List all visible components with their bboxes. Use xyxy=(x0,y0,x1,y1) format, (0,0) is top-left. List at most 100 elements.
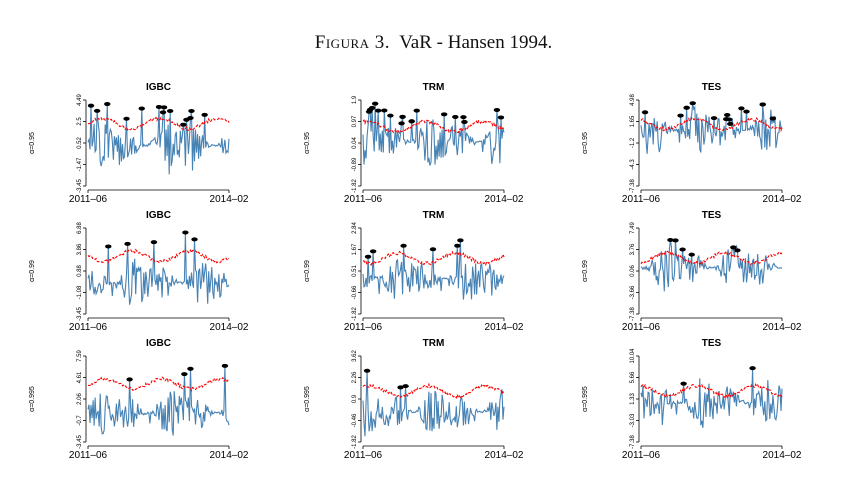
exceedance-marker xyxy=(769,116,777,121)
panel-title: TES xyxy=(702,82,722,93)
returns-series xyxy=(87,365,230,436)
y-tick-label: 1.65 xyxy=(630,115,636,127)
y-tick-label: 2.84 xyxy=(352,222,358,234)
var-series xyxy=(362,118,505,135)
returns-series xyxy=(640,368,783,428)
figure-title-text: VaR - Hansen 1994. xyxy=(399,32,553,53)
y-axis-label: α=0.95 xyxy=(304,132,311,154)
exceedance-marker xyxy=(124,241,131,246)
exceedance-marker xyxy=(743,109,750,114)
var-series xyxy=(87,248,230,264)
x-tick-label: 2011–06 xyxy=(622,322,661,333)
x-tick-label: 2011–06 xyxy=(344,450,383,461)
y-tick-label: -7.38 xyxy=(630,307,636,321)
exceedance-marker xyxy=(398,121,405,126)
exceedance-marker xyxy=(683,105,690,110)
y-tick-label: 1.67 xyxy=(352,243,358,255)
x-tick-label: 2014–02 xyxy=(210,450,249,461)
x-tick-label: 2011–06 xyxy=(622,194,661,205)
exceedance-marker xyxy=(452,114,459,119)
y-tick-label: -1.82 xyxy=(352,307,358,321)
panel-title: TES xyxy=(702,338,722,349)
exceedance-marker xyxy=(497,115,505,120)
y-tick-label: 7.59 xyxy=(77,350,83,362)
y-tick-label: 0.06 xyxy=(630,265,636,277)
exceedance-marker xyxy=(440,112,448,117)
var-series xyxy=(640,383,783,399)
y-axis-label: α=0.99 xyxy=(304,260,311,282)
y-tick-label: -1.82 xyxy=(352,435,358,449)
x-tick-label: 2014–02 xyxy=(485,450,524,461)
x-tick-label: 2014–02 xyxy=(210,322,249,333)
exceedance-marker xyxy=(724,113,731,118)
y-tick-label: 0.51 xyxy=(352,265,358,277)
exceedance-marker xyxy=(150,240,158,245)
exceedance-marker xyxy=(166,109,174,114)
exceedance-marker xyxy=(454,243,461,248)
exceedance-marker xyxy=(126,377,133,382)
exceedance-marker xyxy=(87,103,95,108)
x-tick-label: 2011–06 xyxy=(69,194,108,205)
returns-series xyxy=(640,239,783,292)
exceedance-marker xyxy=(641,110,649,115)
y-axis-label: α=0.995 xyxy=(582,386,589,412)
exceedance-marker xyxy=(413,108,420,113)
panel-title: TRM xyxy=(423,338,445,349)
y-tick-label: -3.66 xyxy=(630,285,636,299)
y-tick-label: -7.38 xyxy=(630,435,636,449)
exceedance-marker xyxy=(400,243,407,248)
exceedance-marker xyxy=(667,238,674,243)
exceedance-marker xyxy=(371,101,379,106)
y-tick-label: -7.38 xyxy=(630,179,636,193)
y-tick-label: -3.45 xyxy=(77,435,83,449)
var-series xyxy=(640,116,783,133)
exceedance-marker xyxy=(187,366,194,371)
exceedance-marker xyxy=(397,385,404,390)
y-tick-label: -0.66 xyxy=(352,285,358,299)
x-tick-label: 2014–02 xyxy=(210,194,249,205)
exceedance-marker xyxy=(672,238,679,243)
x-tick-label: 2011–06 xyxy=(344,322,383,333)
exceedance-marker xyxy=(366,107,374,112)
y-tick-label: -4.3 xyxy=(630,159,636,170)
y-tick-label: 3.86 xyxy=(77,243,83,255)
figure-label: Figura 3. xyxy=(314,32,391,53)
exceedance-marker xyxy=(375,108,382,113)
y-tick-label: 2.26 xyxy=(352,371,358,383)
y-tick-label: 0.88 xyxy=(77,265,83,277)
returns-series xyxy=(87,103,230,175)
exceedance-marker xyxy=(726,117,733,122)
y-tick-label: 4.61 xyxy=(77,371,83,383)
y-tick-label: 4.49 xyxy=(77,94,83,106)
y-axis-label: α=0.95 xyxy=(582,132,589,154)
y-axis-label: α=0.99 xyxy=(582,260,589,282)
exceedance-marker xyxy=(429,247,437,252)
y-tick-label: 10.04 xyxy=(630,348,636,364)
x-tick-label: 2014–02 xyxy=(763,194,802,205)
x-tick-label: 2011–06 xyxy=(344,194,383,205)
var-series xyxy=(362,250,505,267)
y-tick-label: -0.46 xyxy=(352,413,358,427)
y-tick-label: 4.98 xyxy=(630,94,636,106)
exceedance-marker xyxy=(138,106,145,111)
panel-title: TRM xyxy=(423,82,445,93)
y-tick-label: 5.66 xyxy=(630,371,636,383)
exceedance-marker xyxy=(730,245,737,250)
exceedance-marker xyxy=(679,247,686,252)
returns-series xyxy=(362,370,505,437)
x-tick-label: 2011–06 xyxy=(69,450,108,461)
x-tick-label: 2014–02 xyxy=(763,450,802,461)
exceedance-marker xyxy=(387,113,394,118)
exceedance-marker xyxy=(159,110,167,115)
exceedance-marker xyxy=(201,112,208,117)
x-tick-label: 2014–02 xyxy=(485,322,524,333)
y-tick-label: -0.7 xyxy=(77,415,83,426)
var-series xyxy=(87,116,230,132)
y-tick-label: -3.45 xyxy=(77,179,83,193)
